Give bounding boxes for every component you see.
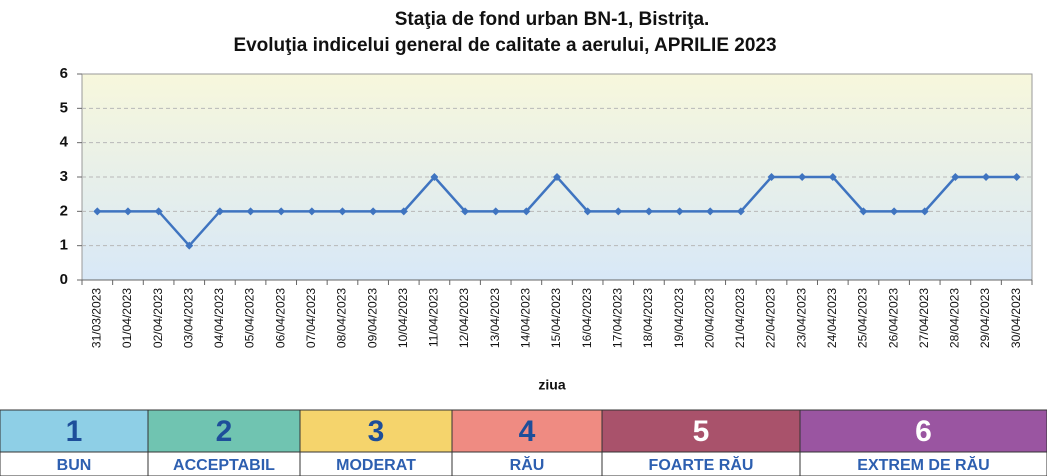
y-tick-label: 3 <box>60 168 68 185</box>
data-point <box>215 207 224 216</box>
data-point <box>736 207 745 216</box>
x-tick-label: 16/04/2023 <box>580 288 594 348</box>
scale-label: ACCEPTABIL <box>173 457 275 474</box>
x-tick-label: 12/04/2023 <box>457 288 471 348</box>
x-tick-label: 26/04/2023 <box>886 288 900 348</box>
x-tick-label: 03/04/2023 <box>181 288 195 348</box>
data-point <box>369 207 378 216</box>
data-point <box>614 207 623 216</box>
scale-level: 2 <box>216 415 233 448</box>
y-tick-label: 2 <box>60 202 68 219</box>
data-point <box>553 173 561 181</box>
x-tick-label: 23/04/2023 <box>794 288 808 348</box>
chart-title: Staţia de fond urban BN-1, Bistriţa. <box>395 9 710 30</box>
x-tick-label: 29/04/2023 <box>978 288 992 348</box>
scale-label-cell <box>0 451 149 476</box>
x-tick-label: 30/04/2023 <box>1009 288 1023 348</box>
x-tick-label: 14/04/2023 <box>519 288 533 348</box>
data-point <box>798 173 807 181</box>
data-point <box>859 207 868 216</box>
scale-label: BUN <box>57 457 92 474</box>
scale-cell <box>601 409 801 453</box>
x-tick-label: 17/04/2023 <box>610 288 624 348</box>
scale-label-cell <box>799 451 1047 476</box>
scale-cell <box>0 409 149 453</box>
x-tick-label: 22/04/2023 <box>764 288 778 348</box>
x-tick-label: 01/04/2023 <box>120 288 134 348</box>
x-tick-label: 18/04/2023 <box>641 288 655 348</box>
data-point <box>277 207 286 216</box>
x-axis-label: ziua <box>538 377 565 393</box>
data-point <box>644 207 653 216</box>
y-tick-label: 0 <box>60 271 68 288</box>
data-point <box>154 207 163 216</box>
scale-label: RĂU <box>510 455 545 474</box>
data-point <box>675 207 684 216</box>
data-point <box>522 207 531 216</box>
scale-label-cell <box>451 451 603 476</box>
scale-level: 3 <box>368 415 385 448</box>
scale-label: MODERAT <box>336 457 416 474</box>
scale-cell <box>451 409 603 453</box>
x-tick-label: 20/04/2023 <box>702 288 716 348</box>
scale-level: 4 <box>519 415 536 448</box>
scale-level: 1 <box>66 415 83 448</box>
x-tick-label: 05/04/2023 <box>243 288 257 348</box>
y-tick-label: 5 <box>60 99 68 116</box>
data-point <box>399 207 408 216</box>
x-tick-label: 02/04/2023 <box>151 288 165 348</box>
data-point <box>1012 173 1021 181</box>
data-point <box>338 207 347 216</box>
scale-cell <box>299 409 453 453</box>
scale-label-cell <box>601 451 801 476</box>
x-tick-label: 13/04/2023 <box>488 288 502 348</box>
x-tick-label: 08/04/2023 <box>335 288 349 348</box>
scale-cell <box>147 409 301 453</box>
chart-title: Evoluţia indicelui general de calitate a… <box>233 35 776 56</box>
data-point <box>767 173 776 181</box>
data-point <box>93 207 102 216</box>
x-tick-label: 09/04/2023 <box>365 288 379 348</box>
data-point <box>123 207 132 216</box>
data-point <box>246 207 255 216</box>
data-point <box>491 207 500 216</box>
x-tick-label: 28/04/2023 <box>948 288 962 348</box>
data-point <box>890 207 899 216</box>
data-point <box>583 207 592 216</box>
x-tick-label: 15/04/2023 <box>549 288 563 348</box>
x-tick-label: 07/04/2023 <box>304 288 318 348</box>
x-tick-label: 24/04/2023 <box>825 288 839 348</box>
y-tick-label: 4 <box>60 134 69 151</box>
x-tick-label: 10/04/2023 <box>396 288 410 348</box>
x-tick-label: 31/03/2023 <box>89 288 103 348</box>
data-point <box>185 241 194 250</box>
data-point <box>828 173 837 181</box>
y-tick-label: 6 <box>60 65 68 82</box>
y-tick-label: 1 <box>60 237 68 254</box>
x-tick-label: 25/04/2023 <box>856 288 870 348</box>
data-point <box>951 173 960 181</box>
scale-label: FOARTE RĂU <box>649 455 754 474</box>
scale-label: EXTREM DE RĂU <box>857 455 989 474</box>
data-point <box>307 207 316 216</box>
x-tick-label: 06/04/2023 <box>273 288 287 348</box>
data-point <box>920 207 929 216</box>
data-point <box>982 173 991 181</box>
data-point <box>461 207 470 216</box>
x-tick-label: 19/04/2023 <box>672 288 686 348</box>
x-tick-label: 11/04/2023 <box>427 288 441 347</box>
x-tick-label: 21/04/2023 <box>733 288 747 348</box>
scale-level: 6 <box>915 415 932 448</box>
scale-label-cell <box>147 451 301 476</box>
x-tick-label: 27/04/2023 <box>917 288 931 348</box>
data-point <box>706 207 715 216</box>
x-tick-label: 04/04/2023 <box>212 288 226 348</box>
data-point <box>430 173 439 181</box>
scale-level: 5 <box>693 415 710 448</box>
